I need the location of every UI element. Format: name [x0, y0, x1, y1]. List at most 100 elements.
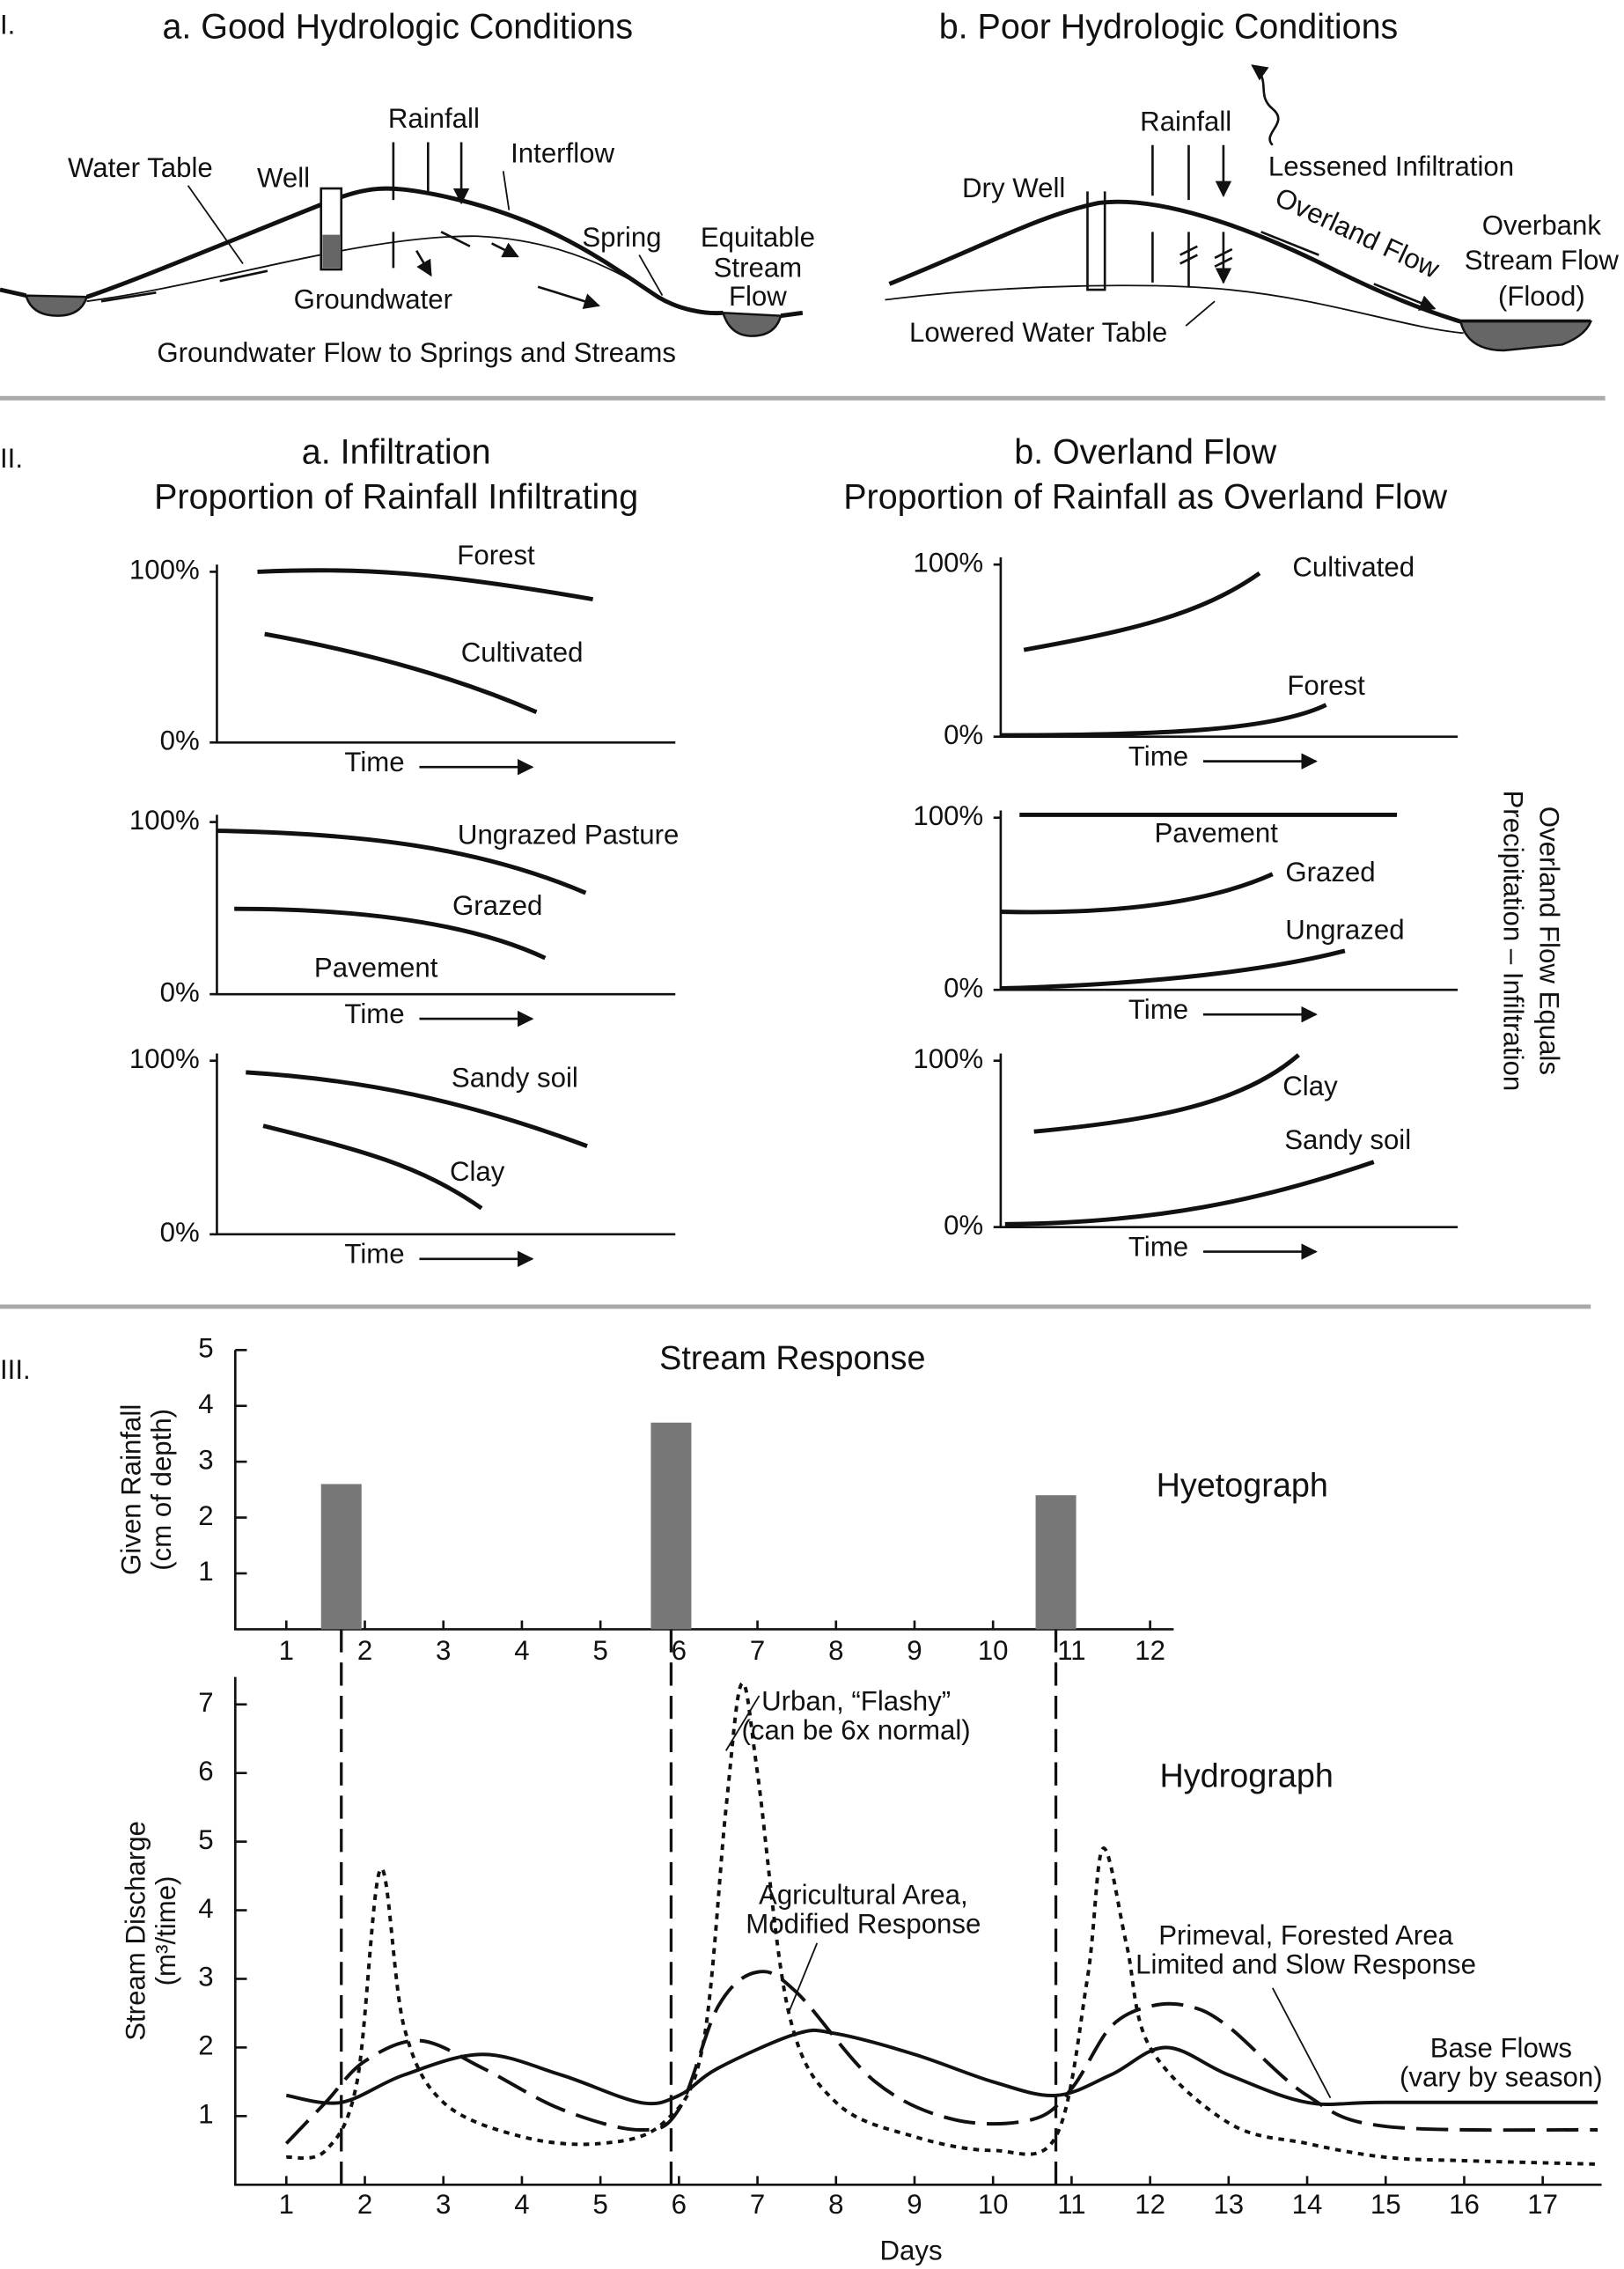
y-tick-label: 100%	[913, 547, 983, 578]
bar	[650, 1422, 692, 1630]
curve	[217, 829, 587, 895]
curve-label: Sandy soil	[452, 1062, 578, 1093]
chart-annotation: Hyetograph	[1157, 1467, 1328, 1504]
infiltration-arrows	[392, 232, 431, 275]
x-tick-label: 12	[1135, 2189, 1165, 2220]
x-tick-label: 9	[907, 1635, 922, 1666]
axes	[233, 1676, 1602, 2186]
label: Interflow	[511, 137, 614, 168]
x-tick-label: 8	[828, 1635, 843, 1666]
annotation: Agricultural Area,	[759, 1880, 968, 1911]
label: Overbank	[1482, 210, 1602, 241]
panel-title: a. Good Hydrologic Conditions	[162, 8, 633, 47]
panel-title: b. Poor Hydrologic Conditions	[939, 8, 1399, 47]
annotation: Limited and Slow Response	[1135, 1949, 1476, 1979]
x-tick-label: 2	[357, 1635, 372, 1666]
curve-label: Pavement	[314, 952, 438, 983]
y-tick-label: 4	[198, 1893, 213, 1924]
x-tick-label: 15	[1370, 2189, 1401, 2220]
y-tick-label: 100%	[129, 555, 200, 586]
x-axis-label: Time	[344, 998, 404, 1029]
curve-label: Sandy soil	[1284, 1124, 1411, 1155]
x-tick-label: 16	[1449, 2189, 1480, 2220]
label: Rainfall	[388, 103, 480, 134]
curve-label: Ungrazed Pasture	[458, 819, 680, 850]
x-tick-label: 10	[978, 2189, 1009, 2220]
curve	[262, 1123, 483, 1211]
section-label: II.	[0, 443, 23, 474]
panel-title: a. Infiltration	[302, 433, 491, 472]
y-tick-label: 0%	[160, 1217, 200, 1248]
leader-lines	[724, 1695, 1332, 2099]
well-water	[322, 234, 341, 269]
curve	[246, 1070, 588, 1148]
x-tick-label: 3	[436, 1635, 451, 1666]
curve-label: Grazed	[452, 890, 542, 921]
x-tick-label: 1	[279, 2189, 294, 2220]
chart-title: Stream Response	[659, 1340, 925, 1377]
side-note: Overland Flow Equals	[1534, 807, 1565, 1075]
x-axis-label: Days	[879, 2236, 942, 2266]
leader-lines	[187, 171, 664, 297]
water-table	[86, 235, 680, 310]
curve-label: Forest	[1287, 670, 1365, 701]
blocked-marks	[1179, 245, 1233, 268]
y-axis-label: (m³/time)	[151, 1876, 181, 1986]
y-tick-label: 100%	[913, 1043, 983, 1074]
x-tick-label: 1	[279, 1635, 294, 1666]
y-tick-label: 4	[198, 1389, 213, 1419]
label: Water Table	[68, 152, 213, 183]
y-tick-label: 2	[198, 2030, 213, 2061]
x-tick-label: 17	[1527, 2189, 1558, 2220]
y-tick-label: 3	[198, 1444, 213, 1475]
curve-label: Cultivated	[461, 637, 584, 667]
x-tick-label: 7	[750, 1635, 765, 1666]
curve	[1004, 1160, 1375, 1227]
y-tick-label: 2	[198, 1500, 213, 1531]
hydrograph-line	[285, 2028, 1598, 2106]
ground-surface	[0, 186, 724, 316]
ground-surface	[780, 310, 804, 319]
y-tick-label: 7	[198, 1687, 213, 1718]
x-tick-label: 4	[514, 2189, 529, 2220]
x-tick-label: 9	[907, 2189, 922, 2220]
section-label: I.	[0, 9, 15, 40]
y-tick-label: 100%	[129, 805, 200, 836]
curve-label: Grazed	[1285, 857, 1375, 888]
label: Spring	[582, 222, 661, 253]
curve-label: Clay	[450, 1156, 505, 1187]
x-tick-label: 11	[1057, 1635, 1085, 1666]
x-tick-label: 10	[978, 1635, 1009, 1666]
curve	[1000, 872, 1274, 915]
x-tick-label: 6	[672, 2189, 687, 2220]
curve	[1000, 948, 1346, 991]
x-tick-label: 12	[1135, 1635, 1165, 1666]
rain-arrows	[392, 142, 461, 203]
ground-surface	[888, 199, 1591, 324]
bar	[320, 1484, 362, 1630]
curve	[234, 906, 547, 961]
bar	[1035, 1495, 1077, 1630]
curve	[1023, 571, 1261, 652]
panel-subtitle: Proportion of Rainfall Infiltrating	[154, 478, 638, 517]
x-tick-label: 4	[514, 1635, 529, 1666]
label: Overland Flow	[1270, 181, 1444, 284]
curve	[257, 568, 594, 602]
annotation: Primeval, Forested Area	[1158, 1920, 1453, 1951]
curve	[1033, 1053, 1300, 1134]
curve-label: Pavement	[1154, 818, 1278, 849]
side-note: Precipitation – Infiltration	[1498, 791, 1529, 1092]
annotation: Urban, “Flashy”	[761, 1685, 951, 1716]
label: Well	[257, 162, 310, 193]
curve-label: Forest	[457, 540, 535, 571]
x-tick-label: 2	[357, 2189, 372, 2220]
x-axis-label: Time	[344, 747, 404, 777]
squiggle-arrow	[1251, 64, 1280, 146]
y-tick-label: 100%	[913, 800, 983, 831]
x-tick-label: 13	[1213, 2189, 1244, 2220]
flood	[1459, 320, 1593, 352]
stream	[721, 312, 783, 337]
